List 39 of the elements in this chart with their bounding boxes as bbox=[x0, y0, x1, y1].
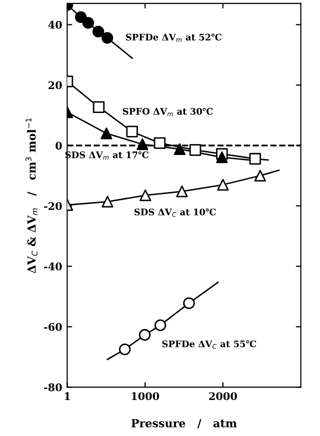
x-tick-label: 1000 bbox=[132, 392, 160, 400]
x-tick-label: 2000 bbox=[209, 392, 237, 400]
point bbox=[183, 297, 195, 310]
point bbox=[217, 178, 229, 191]
series-label: SPFDe ΔV$_{C}$ at 55℃ bbox=[162, 340, 256, 349]
point bbox=[82, 16, 94, 29]
y-tick-label: -80 bbox=[44, 383, 62, 392]
point bbox=[118, 344, 131, 356]
series-label: SPFO ΔV$_{m}$ at 30℃ bbox=[122, 108, 213, 116]
point bbox=[189, 144, 202, 156]
series-label: SDS ΔV$_{C}$ at 10℃ bbox=[134, 208, 216, 217]
y-tick-label: -60 bbox=[44, 322, 62, 331]
y-tick-label: 0 bbox=[56, 142, 62, 150]
y-tick-label: -40 bbox=[44, 262, 62, 270]
point bbox=[249, 152, 262, 165]
point bbox=[154, 137, 166, 149]
x-axis-title: Pressure / atm bbox=[131, 419, 237, 428]
y-tick-label: 40 bbox=[48, 20, 62, 29]
y-tick-label: 20 bbox=[48, 81, 62, 90]
point bbox=[101, 32, 114, 44]
y-tick-label: -20 bbox=[44, 202, 62, 210]
point bbox=[100, 128, 112, 140]
text: ΔV$_{C}$ & ΔV$_{m}$ / cm$^{3}$ mol$^{−1}$ bbox=[26, 118, 38, 274]
point bbox=[126, 126, 138, 138]
point bbox=[216, 151, 228, 164]
point bbox=[154, 319, 166, 332]
point bbox=[74, 11, 87, 23]
line-series bbox=[106, 282, 219, 360]
point bbox=[140, 189, 152, 202]
point bbox=[92, 101, 105, 113]
x-tick-label: 1 bbox=[64, 392, 70, 400]
point bbox=[138, 329, 151, 341]
point bbox=[174, 143, 186, 155]
point bbox=[254, 170, 266, 182]
point bbox=[102, 196, 114, 208]
point bbox=[136, 138, 148, 150]
point bbox=[92, 26, 104, 38]
point bbox=[176, 186, 188, 198]
series-label: SPFDe ΔV$_{m}$ at 52℃ bbox=[126, 34, 222, 42]
